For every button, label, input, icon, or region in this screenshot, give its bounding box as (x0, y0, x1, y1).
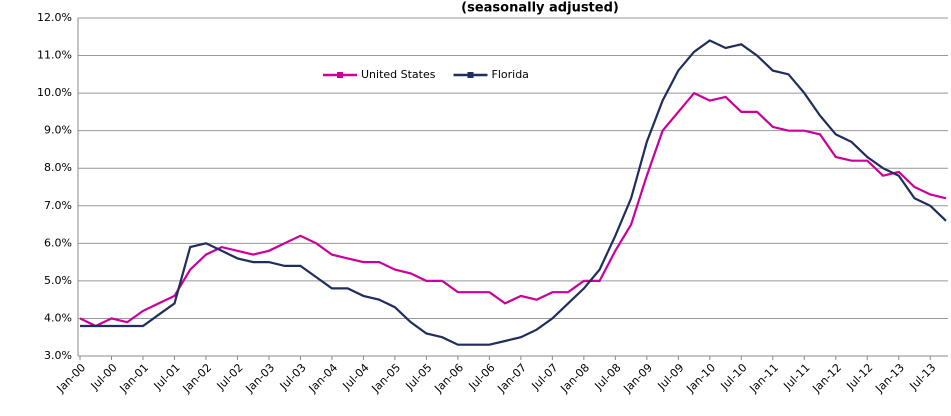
x-tick-label: Jan-06 (432, 361, 467, 396)
y-tick-label: 4.0% (44, 311, 72, 324)
y-tick-label: 8.0% (44, 161, 72, 174)
chart-subtitle: (seasonally adjusted) (461, 1, 619, 16)
legend-marker (337, 72, 343, 78)
x-tick-label: Jan-00 (54, 361, 89, 396)
x-tick-label: Jan-07 (495, 361, 530, 396)
y-tick-label: 6.0% (44, 236, 72, 249)
x-tick-label: Jan-08 (557, 361, 592, 396)
y-tick-label: 5.0% (44, 274, 72, 287)
y-tick-label: 3.0% (44, 349, 72, 362)
y-tick-label: 9.0% (44, 124, 72, 137)
series-line (79, 91, 947, 328)
x-tick-label: Jul-05 (403, 361, 435, 393)
x-tick-label: Jul-03 (277, 361, 309, 393)
x-tick-label: Jan-12 (809, 361, 844, 396)
x-tick-label: Jan-03 (243, 361, 278, 396)
legend-label: Florida (492, 68, 529, 81)
x-tick-label: Jan-02 (180, 361, 215, 396)
x-tick-label: Jan-04 (306, 361, 341, 396)
x-tick-label: Jan-01 (117, 361, 152, 396)
x-tick-label: Jan-09 (620, 361, 655, 396)
y-tick-label: 7.0% (44, 199, 72, 212)
x-tick-label: Jul-00 (88, 361, 120, 393)
x-tick-label: Jul-04 (340, 361, 372, 393)
x-tick-label: Jul-02 (214, 361, 246, 393)
x-tick-label: Jan-13 (872, 361, 907, 396)
x-tick-label: Jul-13 (907, 361, 939, 393)
series-line (80, 39, 947, 346)
y-tick-label: 11.0% (37, 49, 72, 62)
x-tick-label: Jul-10 (718, 361, 750, 393)
x-tick-label: Jul-12 (844, 361, 876, 393)
x-tick-label: Jul-01 (151, 361, 183, 393)
x-tick-label: Jul-08 (592, 361, 624, 393)
x-tick-label: Jul-06 (466, 361, 498, 393)
x-tick-label: Jan-10 (683, 361, 718, 396)
x-tick-label: Jan-05 (369, 361, 404, 396)
x-tick-label: Jul-07 (529, 361, 561, 393)
x-tick-label: Jan-11 (746, 361, 781, 396)
y-tick-label: 10.0% (37, 86, 72, 99)
x-tick-label: Jul-09 (655, 361, 687, 393)
legend-label: United States (361, 68, 436, 81)
legend-marker (467, 72, 474, 78)
x-tick-label: Jul-11 (781, 361, 813, 393)
y-tick-label: 12.0% (37, 11, 72, 24)
